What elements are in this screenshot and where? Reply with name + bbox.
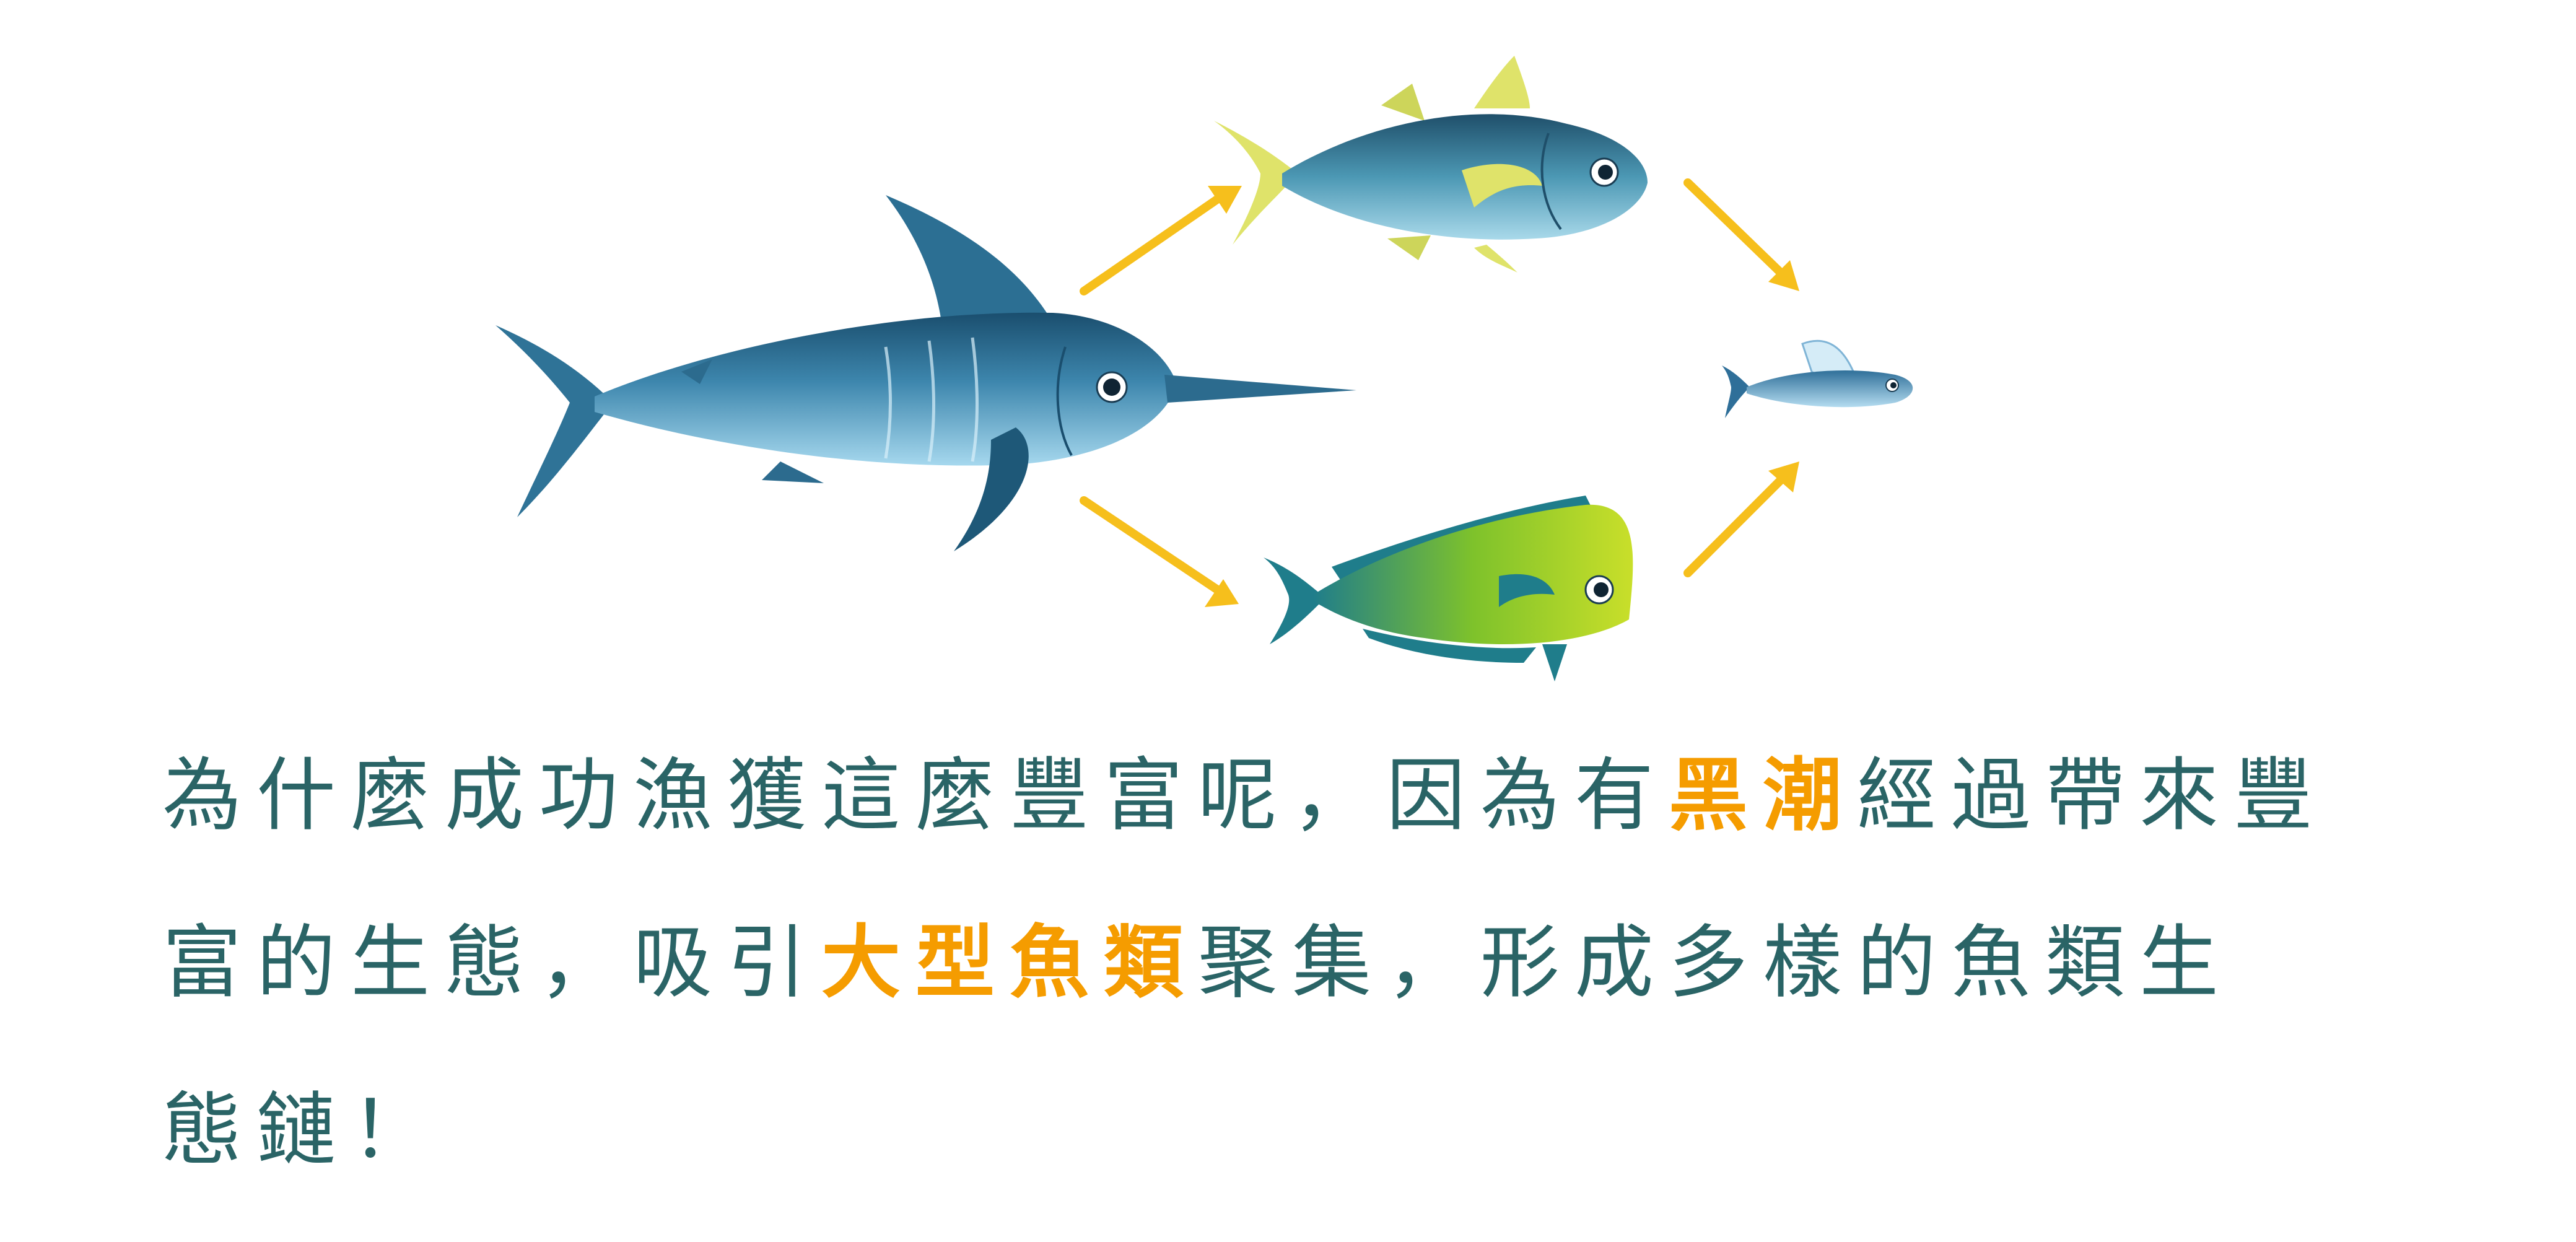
caption-line-2-text: 富的生態，吸引 <box>162 917 822 1009</box>
flying-fish-icon <box>1722 339 1913 418</box>
caption-line-3-text: 態鏈！ <box>162 1084 445 1176</box>
mahi-mahi-icon <box>1264 496 1633 681</box>
caption-line-1-tail: 經過帶來豐 <box>1857 750 2328 842</box>
highlight-kuroshio: 黑潮 <box>1669 750 1858 842</box>
caption-line-1: 為什麼成功漁獲這麼豐富呢，因為有黑潮經過帶來豐 <box>162 712 2491 880</box>
arrow-mahi-to-flyingfish <box>1683 461 1799 577</box>
caption-text: 為什麼成功漁獲這麼豐富呢，因為有黑潮經過帶來豐 富的生態，吸引大型魚類聚集，形成… <box>162 712 2491 1214</box>
arrow-marlin-to-mahi <box>1080 496 1239 607</box>
arrow-marlin-to-tuna <box>1080 186 1242 295</box>
marlin-icon <box>496 195 1356 551</box>
highlight-large-fish: 大型魚類 <box>821 917 1198 1009</box>
arrow-tuna-to-flyingfish <box>1683 178 1799 291</box>
food-chain-illustration <box>496 56 1913 681</box>
tuna-icon <box>1214 56 1648 273</box>
caption-line-2: 富的生態，吸引大型魚類聚集，形成多樣的魚類生 <box>162 880 2491 1047</box>
caption-line-1-text: 為什麼成功漁獲這麼豐富呢，因為有 <box>162 750 1669 842</box>
caption-line-2-tail: 聚集，形成多樣的魚類生 <box>1198 917 2234 1009</box>
caption-line-3: 態鏈！ <box>162 1047 2491 1214</box>
